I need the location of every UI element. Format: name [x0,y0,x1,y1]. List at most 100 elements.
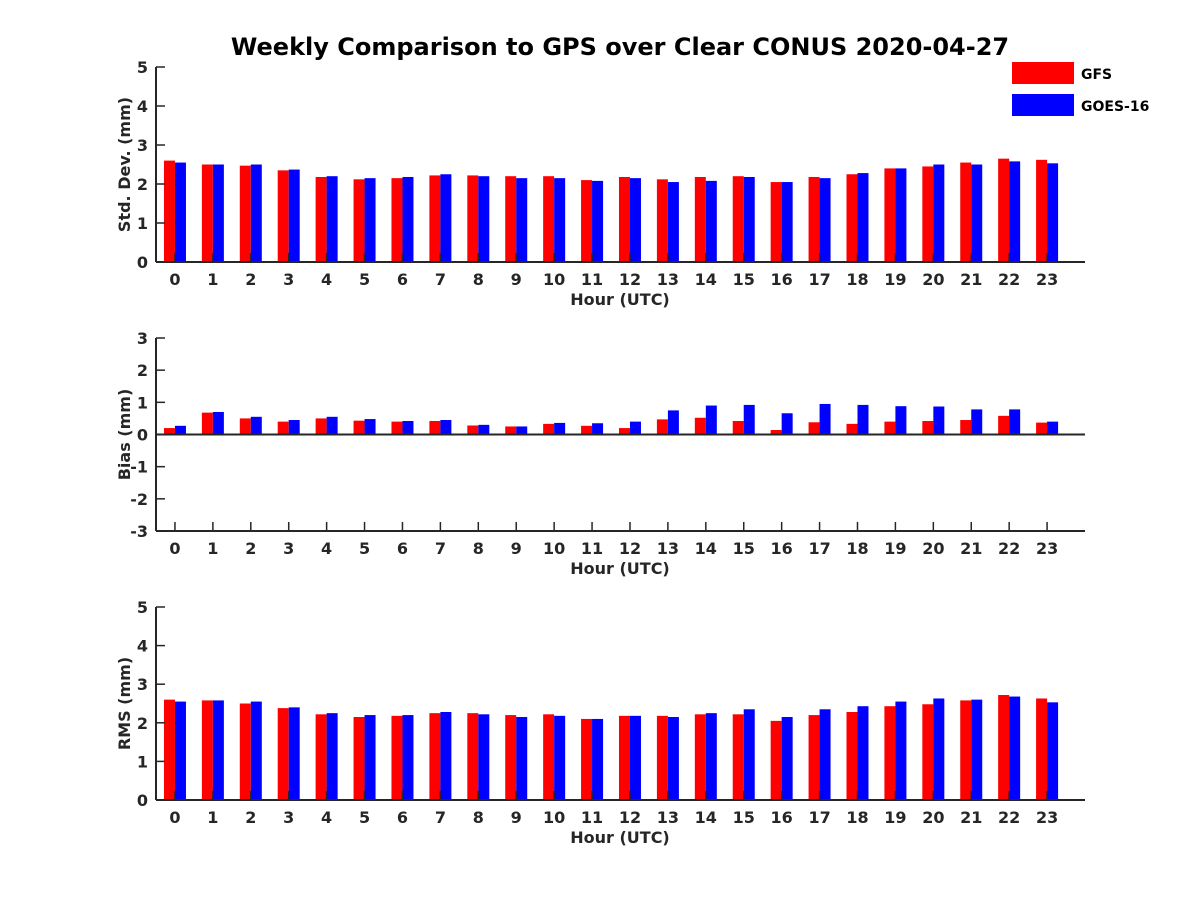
bias-bar-goes-16-h11 [592,423,604,435]
bias-bar-gfs-h4 [315,418,327,435]
stddev-bar-gfs-h20 [922,166,934,262]
stddev-x-tick-label: 21 [960,270,982,289]
rms-x-tick-label: 1 [207,808,218,827]
legend-label-goes16: GOES-16 [1081,99,1149,115]
stddev-bar-gfs-h5 [353,179,365,262]
stddev-bar-gfs-h11 [581,180,593,262]
legend-swatch-gfs [1012,62,1074,84]
rms-bar-goes-16-h2 [250,701,262,800]
bias-x-tick-label: 16 [771,539,793,558]
bias-bar-gfs-h20 [922,420,934,435]
bias-bar-gfs-h15 [732,420,744,435]
stddev-bar-goes-16-h7 [440,174,452,262]
stddev-y-tick-label: 4 [137,97,148,116]
bias-x-tick-label: 20 [922,539,944,558]
stddev-x-tick-label: 11 [581,270,603,289]
rms-x-tick-label: 15 [733,808,755,827]
bias-x-tick-label: 11 [581,539,603,558]
stddev-bar-gfs-h9 [505,176,517,262]
bias-y-axis-label: Bias (mm) [115,389,134,481]
rms-x-tick-label: 9 [511,808,522,827]
legend-label-gfs: GFS [1081,67,1112,83]
stddev-x-tick-label: 22 [998,270,1020,289]
stddev-y-axis-label: Std. Dev. (mm) [115,97,134,232]
rms-x-tick-label: 7 [435,808,446,827]
rms-bar-goes-16-h19 [895,701,907,800]
stddev-bar-gfs-h22 [998,158,1010,262]
rms-bar-goes-16-h6 [402,715,414,800]
stddev-x-tick-label: 1 [207,270,218,289]
rms-bar-gfs-h0 [163,699,175,800]
bias-bar-goes-16-h1 [212,411,224,435]
rms-bar-goes-16-h13 [667,717,679,800]
rms-x-tick-label: 16 [771,808,793,827]
rms-x-axis-label: Hour (UTC) [570,828,670,847]
rms-bar-gfs-h9 [505,715,517,800]
bias-bar-goes-16-h13 [667,410,679,435]
stddev-x-tick-label: 18 [846,270,868,289]
rms-bar-goes-16-h9 [516,717,528,800]
bias-bar-goes-16-h22 [1009,409,1021,435]
rms-bar-gfs-h19 [884,706,896,800]
rms-x-tick-label: 14 [695,808,717,827]
rms-bar-gfs-h20 [922,704,934,800]
rms-bar-gfs-h16 [770,720,782,800]
bias-x-tick-label: 0 [169,539,180,558]
stddev-bar-gfs-h15 [732,176,744,262]
bias-bar-goes-16-h2 [250,416,262,435]
bias-x-tick-label: 21 [960,539,982,558]
figure-title: Weekly Comparison to GPS over Clear CONU… [231,33,1009,61]
bias-bar-goes-16-h21 [971,409,983,435]
rms-bar-goes-16-h0 [174,701,186,800]
bias-bar-goes-16-h4 [326,416,338,435]
bias-x-tick-label: 12 [619,539,641,558]
bias-bar-goes-16-h3 [288,420,300,435]
stddev-x-tick-label: 5 [359,270,370,289]
stddev-x-tick-label: 23 [1036,270,1058,289]
stddev-bar-gfs-h17 [808,176,820,262]
rms-bar-goes-16-h21 [971,699,983,800]
bias-x-tick-label: 13 [657,539,679,558]
stddev-y-tick-label: 5 [137,58,148,77]
rms-bar-gfs-h10 [543,714,555,800]
bias-x-tick-label: 8 [473,539,484,558]
rms-bar-gfs-h11 [581,718,593,800]
rms-x-tick-label: 12 [619,808,641,827]
stddev-bar-goes-16-h8 [478,176,490,262]
stddev-y-tick-label: 3 [137,136,148,155]
rms-bar-gfs-h18 [846,711,858,800]
bias-bar-goes-16-h23 [1047,421,1059,435]
stddev-bar-goes-16-h4 [326,176,338,262]
bias-bar-goes-16-h16 [781,413,793,435]
bias-x-tick-label: 14 [695,539,717,558]
stddev-x-tick-label: 9 [511,270,522,289]
stddev-bar-gfs-h4 [315,176,327,262]
rms-y-tick-label: 2 [137,714,148,733]
rms-x-tick-label: 18 [846,808,868,827]
bias-x-tick-label: 5 [359,539,370,558]
bias-bar-goes-16-h5 [364,419,376,435]
bias-x-tick-label: 2 [245,539,256,558]
bias-x-tick-label: 6 [397,539,408,558]
stddev-bar-goes-16-h20 [933,164,945,262]
stddev-bar-gfs-h14 [694,176,706,262]
stddev-bar-goes-16-h21 [971,164,983,262]
bias-bar-goes-16-h10 [554,422,566,435]
bias-y-tick-label: 3 [137,329,148,348]
legend-swatch-goes16 [1012,94,1074,116]
rms-bar-gfs-h22 [998,695,1010,800]
bias-bar-goes-16-h18 [857,404,869,435]
rms-bar-gfs-h14 [694,714,706,800]
stddev-bar-gfs-h7 [429,175,441,262]
rms-x-tick-label: 13 [657,808,679,827]
bias-y-tick-label: 0 [137,426,148,445]
bias-x-tick-label: 15 [733,539,755,558]
stddev-bar-goes-16-h13 [667,182,679,262]
bias-x-tick-label: 9 [511,539,522,558]
rms-bar-goes-16-h18 [857,706,869,800]
bias-bar-gfs-h1 [201,412,213,435]
stddev-bar-gfs-h21 [960,162,972,262]
bias-bar-goes-16-h0 [174,425,186,435]
stddev-bar-gfs-h8 [467,175,479,262]
rms-x-tick-label: 2 [245,808,256,827]
